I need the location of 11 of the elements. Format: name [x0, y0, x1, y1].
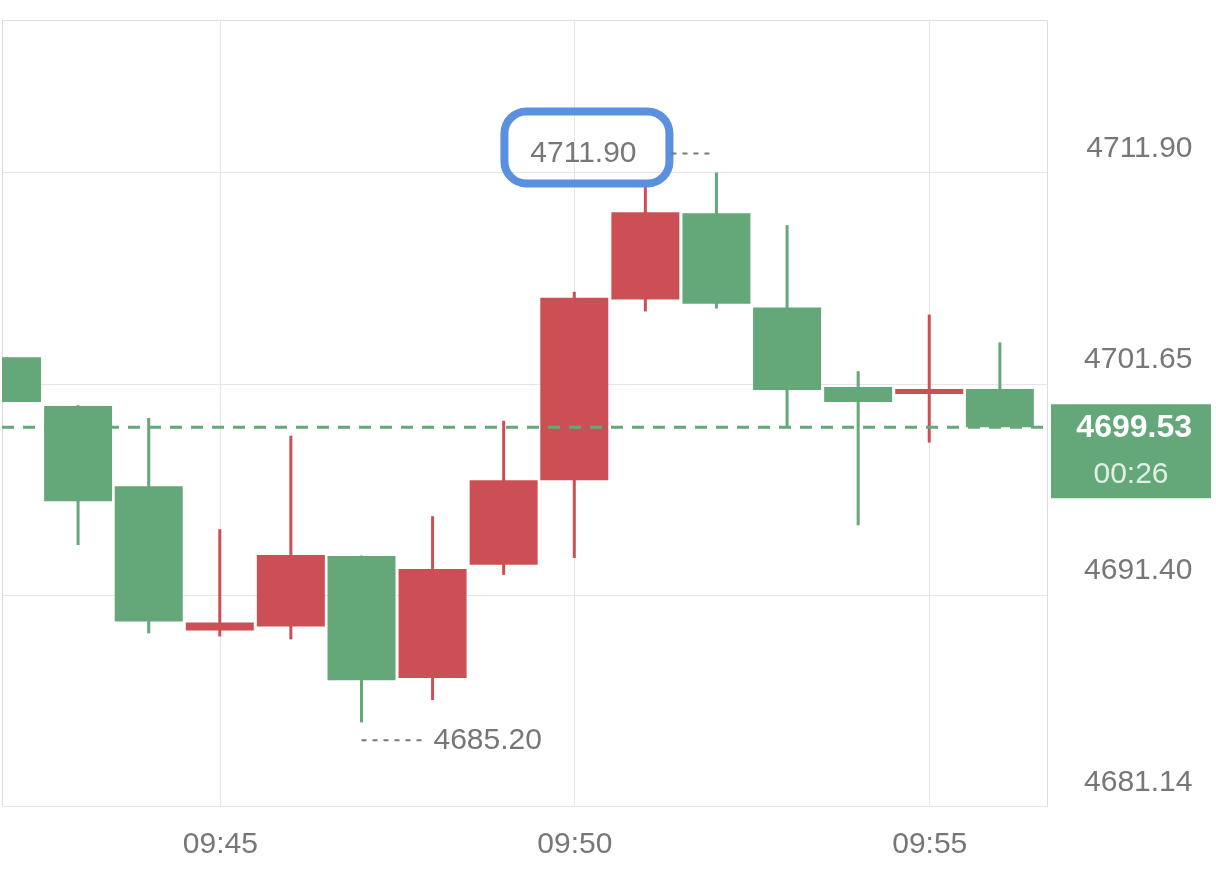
y-tick-label: 4681.14: [1084, 763, 1193, 797]
x-tick-label: 09:55: [892, 825, 968, 859]
ref-line-label: 4699.53: [1076, 408, 1192, 445]
annotation: 4685.20: [433, 722, 542, 756]
x-tick-label: 09:50: [537, 825, 613, 859]
y-tick-label: 4711.90: [1086, 129, 1193, 163]
y-tick-label: 4701.65: [1084, 341, 1193, 375]
text: 00:26: [1093, 456, 1169, 490]
annotation: 4711.90: [530, 135, 637, 169]
y-tick-label: 4691.40: [1084, 552, 1193, 586]
x-tick-label: 09:45: [182, 825, 258, 859]
